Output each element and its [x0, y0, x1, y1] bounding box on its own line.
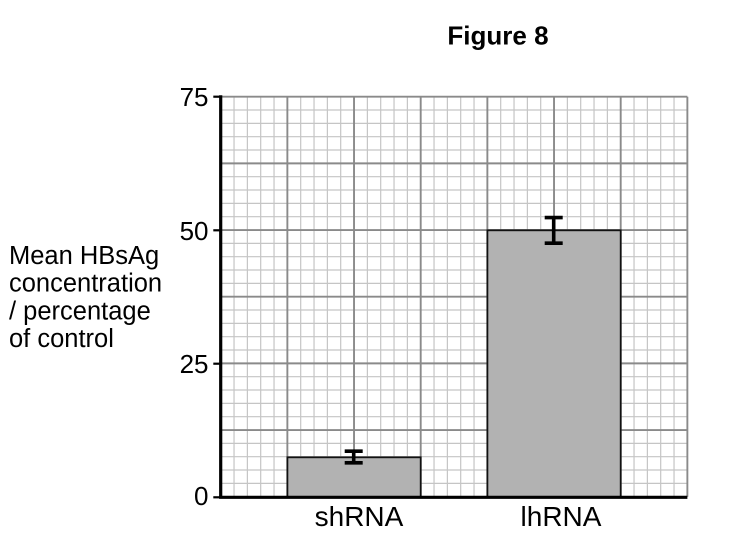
svg-text:25: 25 — [180, 349, 209, 379]
svg-text:Figure 8: Figure 8 — [447, 21, 548, 51]
svg-text:0: 0 — [194, 481, 208, 511]
svg-text:50: 50 — [180, 216, 209, 246]
svg-text:75: 75 — [180, 82, 209, 112]
svg-text:shRNA: shRNA — [315, 501, 404, 532]
svg-text:lhRNA: lhRNA — [521, 501, 602, 532]
